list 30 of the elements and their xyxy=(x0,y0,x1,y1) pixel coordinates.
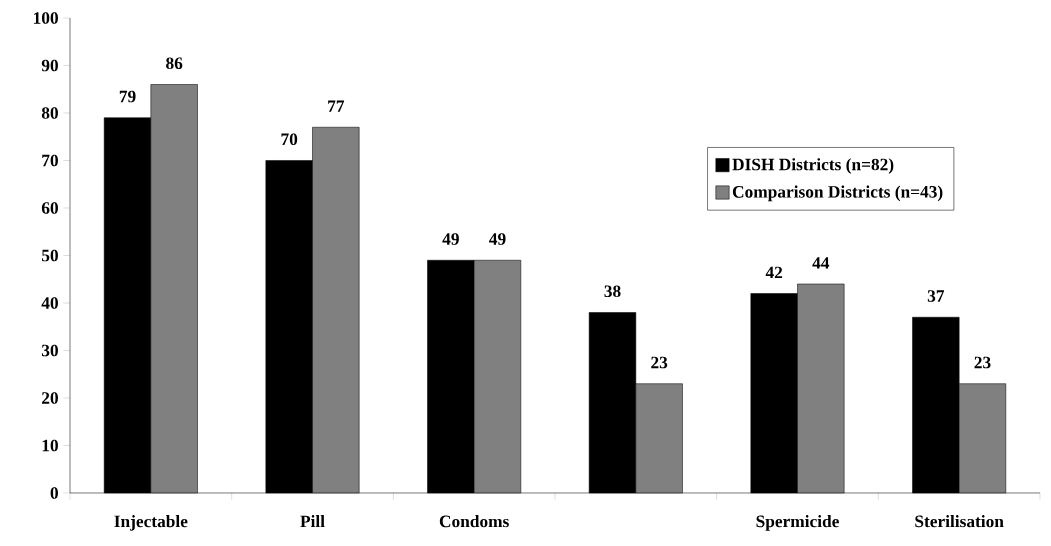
data-label: 37 xyxy=(927,290,945,302)
y-tick-label: 70 xyxy=(42,154,58,167)
data-label: 42 xyxy=(765,266,783,279)
y-tick-label: 50 xyxy=(41,249,58,262)
y-tick-label: 20 xyxy=(42,392,58,404)
data-label: 79 xyxy=(119,90,136,103)
data-label: 44 xyxy=(812,257,830,269)
x-tick-label: Sterilisation xyxy=(915,515,1004,528)
y-tick-label: 80 xyxy=(41,107,58,119)
data-label: 49 xyxy=(489,233,506,245)
x-tick-label: Condoms xyxy=(439,515,509,528)
x-tick-label: Pill xyxy=(300,515,325,528)
data-label: 49 xyxy=(442,233,459,245)
legend-label: Comparison Districts (n=43) xyxy=(732,185,943,202)
y-tick-label: 100 xyxy=(34,12,58,24)
legend-label: DISH Districts (n=82) xyxy=(732,158,894,174)
y-tick-label: 0 xyxy=(50,487,58,499)
data-label: 23 xyxy=(974,356,991,369)
y-tick-label: 30 xyxy=(41,344,58,357)
y-tick-label: 60 xyxy=(41,202,58,214)
y-tick-label: 40 xyxy=(41,297,58,309)
data-label: 86 xyxy=(166,57,183,70)
data-label: 70 xyxy=(281,133,298,146)
x-tick-label: Injectable xyxy=(114,515,188,531)
x-tick-label: Spermicide xyxy=(756,515,839,531)
y-tick-label: 90 xyxy=(41,59,58,72)
data-label: 77 xyxy=(328,100,345,112)
y-tick-label: 10 xyxy=(42,439,58,452)
data-label: 38 xyxy=(604,285,621,298)
data-label: 23 xyxy=(651,356,668,369)
